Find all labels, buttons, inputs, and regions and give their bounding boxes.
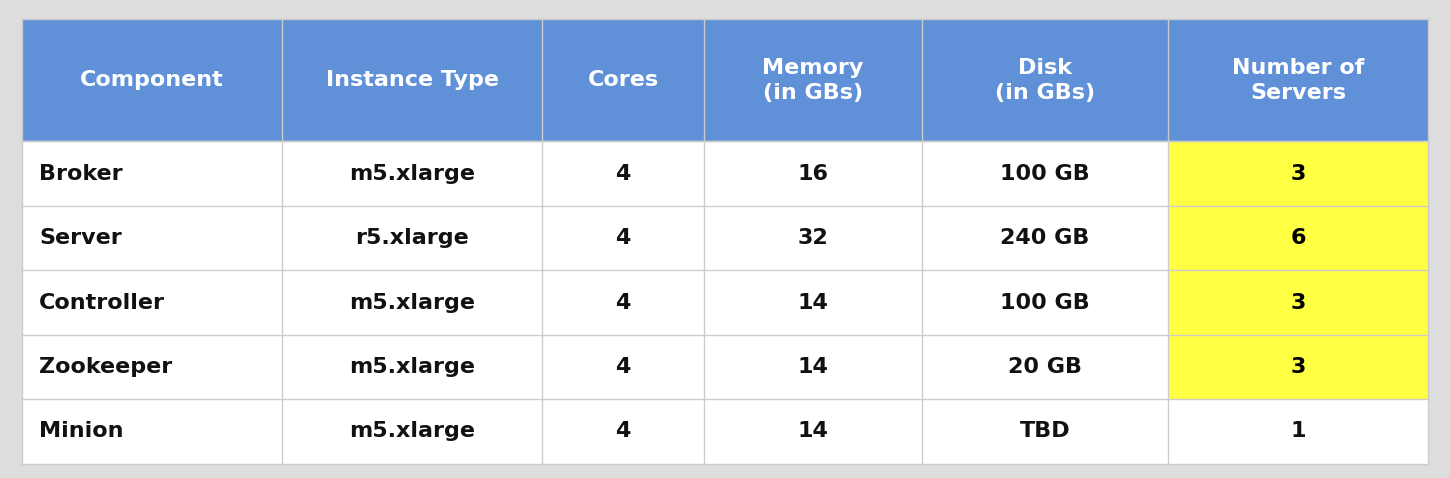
Bar: [1169, 270, 1428, 335]
Bar: [703, 206, 922, 270]
Text: m5.xlarge: m5.xlarge: [349, 357, 476, 377]
Text: 32: 32: [798, 228, 828, 248]
Bar: [1169, 335, 1428, 399]
Bar: [1169, 141, 1428, 206]
Bar: [922, 141, 1169, 206]
Bar: [922, 399, 1169, 464]
Text: Cores: Cores: [587, 70, 658, 90]
Text: Memory
(in GBs): Memory (in GBs): [763, 58, 864, 103]
Text: 14: 14: [798, 357, 828, 377]
Bar: [703, 141, 922, 206]
Bar: [22, 19, 281, 141]
Text: Zookeeper: Zookeeper: [39, 357, 173, 377]
Text: 4: 4: [615, 293, 631, 313]
Text: 3: 3: [1290, 163, 1306, 184]
Text: 3: 3: [1290, 357, 1306, 377]
Bar: [703, 335, 922, 399]
Bar: [22, 399, 281, 464]
Text: m5.xlarge: m5.xlarge: [349, 422, 476, 441]
Text: Controller: Controller: [39, 293, 165, 313]
Text: Number of
Servers: Number of Servers: [1232, 58, 1364, 103]
Text: 1: 1: [1290, 422, 1306, 441]
Bar: [22, 335, 281, 399]
Text: 20 GB: 20 GB: [1008, 357, 1082, 377]
Text: Broker: Broker: [39, 163, 123, 184]
Bar: [22, 141, 281, 206]
Bar: [542, 270, 703, 335]
Bar: [22, 206, 281, 270]
Text: m5.xlarge: m5.xlarge: [349, 293, 476, 313]
Bar: [281, 141, 542, 206]
Bar: [281, 270, 542, 335]
Text: Component: Component: [80, 70, 223, 90]
Text: 6: 6: [1290, 228, 1306, 248]
Bar: [542, 399, 703, 464]
Text: 4: 4: [615, 163, 631, 184]
Bar: [22, 270, 281, 335]
Text: m5.xlarge: m5.xlarge: [349, 163, 476, 184]
Bar: [922, 270, 1169, 335]
Text: 240 GB: 240 GB: [1000, 228, 1089, 248]
Text: 14: 14: [798, 293, 828, 313]
Bar: [281, 19, 542, 141]
Text: 4: 4: [615, 228, 631, 248]
Bar: [1169, 19, 1428, 141]
Bar: [922, 335, 1169, 399]
Bar: [542, 206, 703, 270]
Text: Server: Server: [39, 228, 122, 248]
Bar: [542, 141, 703, 206]
Text: 100 GB: 100 GB: [1000, 163, 1090, 184]
Text: 4: 4: [615, 422, 631, 441]
Bar: [922, 19, 1169, 141]
Bar: [703, 19, 922, 141]
Bar: [703, 270, 922, 335]
Bar: [542, 19, 703, 141]
Text: 4: 4: [615, 357, 631, 377]
Text: 100 GB: 100 GB: [1000, 293, 1090, 313]
Text: 3: 3: [1290, 293, 1306, 313]
Bar: [1169, 206, 1428, 270]
Text: 16: 16: [798, 163, 828, 184]
Text: Disk
(in GBs): Disk (in GBs): [995, 58, 1095, 103]
Text: 14: 14: [798, 422, 828, 441]
Bar: [703, 399, 922, 464]
Bar: [281, 335, 542, 399]
Text: Minion: Minion: [39, 422, 123, 441]
Bar: [1169, 399, 1428, 464]
Text: Instance Type: Instance Type: [326, 70, 499, 90]
Text: r5.xlarge: r5.xlarge: [355, 228, 468, 248]
Text: TBD: TBD: [1019, 422, 1070, 441]
Bar: [542, 335, 703, 399]
Bar: [922, 206, 1169, 270]
Bar: [281, 206, 542, 270]
Bar: [281, 399, 542, 464]
